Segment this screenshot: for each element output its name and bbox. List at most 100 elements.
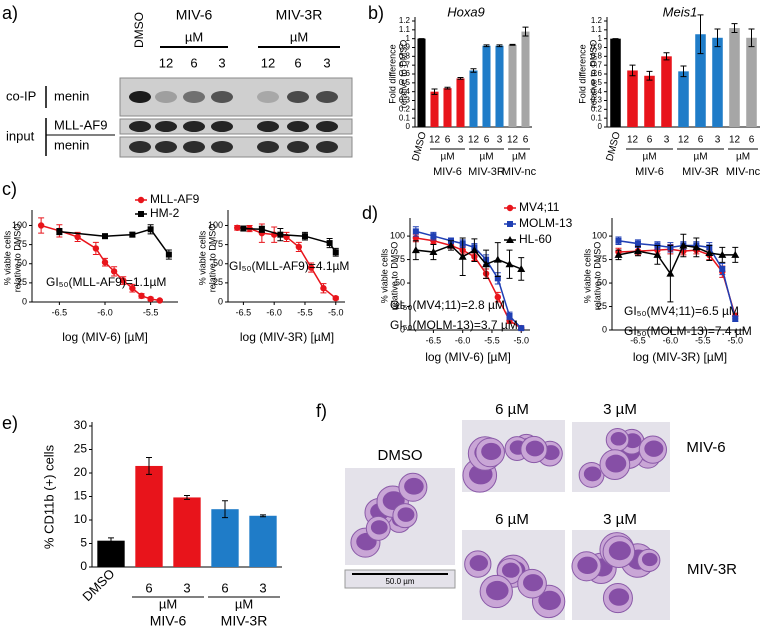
nucleus xyxy=(525,440,545,457)
y-tick-label: 1 xyxy=(598,34,603,43)
x-tick-label: 6 xyxy=(749,135,755,146)
marker xyxy=(147,226,154,233)
y-tick-label: 75 xyxy=(213,239,223,249)
y-tick-label: 0.5 xyxy=(591,78,603,87)
y-tick-label: 1.1 xyxy=(399,25,411,34)
x-tick-label: -6.0 xyxy=(663,335,679,345)
group-name: MIV-6 xyxy=(433,166,462,178)
blot-band xyxy=(183,121,205,132)
annotation: GI₅₀(MLL-AF9)=1.1µM xyxy=(46,275,166,289)
error-bar xyxy=(444,86,451,90)
marker xyxy=(633,247,642,255)
y-tick-label: 1.2 xyxy=(591,16,603,25)
y-axis-label: relative to DMSO xyxy=(588,40,598,109)
y-tick-label: 100 xyxy=(592,230,607,240)
group-unit: µM xyxy=(693,152,707,163)
group-name: MIV-nc xyxy=(502,166,537,178)
blot-band xyxy=(316,121,338,132)
bar xyxy=(644,75,655,127)
blot-band xyxy=(287,91,309,103)
nucleus xyxy=(605,454,627,473)
marker xyxy=(411,246,420,254)
x-tick-label: 6 xyxy=(221,580,228,595)
blot-band xyxy=(257,91,279,103)
blot-strip xyxy=(119,77,353,117)
y-tick-label: 50 xyxy=(17,258,27,268)
y-tick-label: 15 xyxy=(74,489,88,503)
group-name: MIV-3R xyxy=(682,166,719,178)
x-tick-label: -6.5 xyxy=(52,307,68,317)
y-tick-label: 25 xyxy=(213,277,223,287)
marker xyxy=(732,315,739,322)
error-bar xyxy=(222,500,228,519)
blot-band xyxy=(129,91,151,103)
y-tick-label: 1.2 xyxy=(399,16,411,25)
y-axis-label: % CD11b (+) cells xyxy=(41,444,56,549)
blot-band xyxy=(155,91,177,103)
legend-label: HM-2 xyxy=(150,206,180,220)
blot-group-name: MIV-3R xyxy=(276,7,323,23)
micrograph-label: MIV-3R xyxy=(687,561,737,578)
group-unit: µM xyxy=(235,596,253,611)
x-tick-label: 3 xyxy=(458,135,464,146)
bar xyxy=(661,56,672,128)
x-axis-label: log (MIV-6) [µM] xyxy=(62,330,148,344)
y-tick-label: 0.1 xyxy=(399,113,411,122)
y-tick-label: 10 xyxy=(74,512,88,526)
chart-title: Hoxa9 xyxy=(447,4,485,19)
x-tick-label: 3 xyxy=(664,135,670,146)
blot-band xyxy=(155,141,177,153)
blot-band xyxy=(211,91,233,103)
marker xyxy=(277,231,284,238)
marker xyxy=(110,268,118,275)
nucleus xyxy=(404,477,424,495)
y-tick-label: 0.5 xyxy=(399,78,411,87)
marker xyxy=(92,245,100,252)
blot-lane-label: DMSO xyxy=(132,12,146,48)
bar xyxy=(695,34,706,127)
nucleus xyxy=(641,552,658,567)
x-tick-label: 12 xyxy=(729,135,741,146)
y-tick-label: 5 xyxy=(80,536,87,550)
series-line xyxy=(415,244,522,270)
error-bar xyxy=(509,43,516,46)
bar xyxy=(97,540,125,567)
group-unit: µM xyxy=(642,152,656,163)
marker xyxy=(120,277,127,284)
blot-row-label: menin xyxy=(54,137,89,152)
y-tick-label: 0.9 xyxy=(591,43,603,52)
marker xyxy=(719,265,726,272)
nucleus xyxy=(538,590,561,611)
x-axis-label: log (MIV-6) [µM] xyxy=(425,350,511,364)
annotation: GI₅₀(MOLM-13)=3.7 µM xyxy=(390,318,518,332)
y-tick-label: 0 xyxy=(80,559,87,573)
error-bar xyxy=(431,88,438,95)
x-tick-label: 3 xyxy=(259,580,266,595)
micrograph-label: 6 µM xyxy=(495,401,529,418)
marker xyxy=(234,224,241,231)
error-bar xyxy=(457,77,464,80)
y-tick-label: 50 xyxy=(213,258,223,268)
error-bar xyxy=(522,26,529,37)
bar xyxy=(610,38,621,127)
legend-marker xyxy=(506,204,514,212)
marker xyxy=(101,259,109,266)
x-tick-label: -6.0 xyxy=(455,335,471,345)
marker xyxy=(240,225,247,232)
marker xyxy=(518,325,525,332)
blot-dose: 3 xyxy=(218,55,225,70)
marker xyxy=(470,246,479,254)
y-tick-label: 0 xyxy=(406,122,411,131)
marker xyxy=(494,293,502,301)
blot-group-unit: µM xyxy=(290,29,308,44)
panel-label: d) xyxy=(362,203,378,223)
micrograph-label: 3 µM xyxy=(603,511,637,528)
y-axis-label: relative to DMSO xyxy=(592,242,602,311)
marker xyxy=(517,264,526,272)
x-tick-label: -5.0 xyxy=(728,335,744,345)
y-axis-label: relative to DMSO xyxy=(207,224,217,293)
marker xyxy=(718,250,727,258)
group-unit: µM xyxy=(159,596,177,611)
nucleus xyxy=(644,440,664,457)
x-tick-label: -6.0 xyxy=(97,307,113,317)
